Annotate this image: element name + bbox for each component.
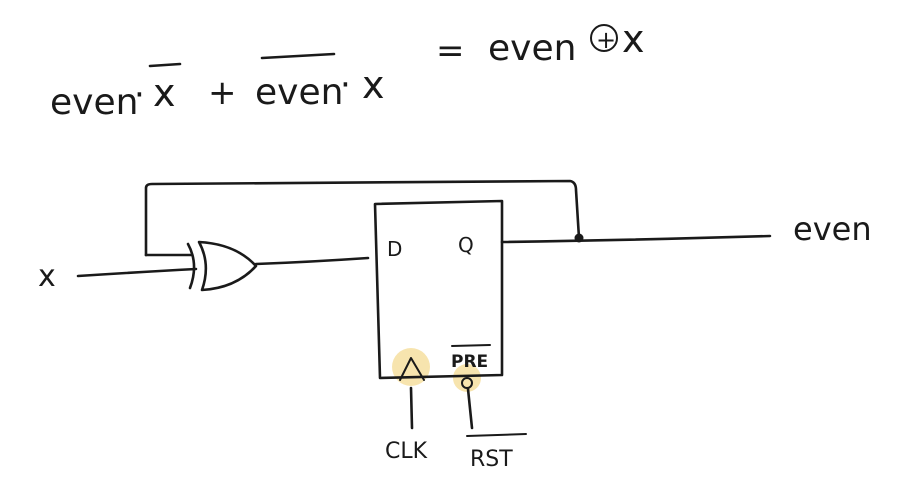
xor-gate — [186, 240, 258, 292]
pre-inversion-bubble — [461, 377, 473, 389]
xor-operator-plus: + — [596, 26, 616, 54]
d-flipflop: D Q PRE — [373, 199, 504, 389]
eq-term2-even-complement: even — [255, 72, 343, 113]
xor-body — [197, 240, 258, 292]
clock-triangle-icon — [399, 357, 425, 381]
eq-equals: = — [436, 31, 465, 71]
input-x-label: x — [38, 259, 56, 294]
eq-term1-overbar — [148, 62, 182, 68]
boolean-equation: even · x + even · x = even + x — [50, 17, 645, 123]
clk-label: CLK — [385, 439, 428, 464]
eq-term2-dot: · — [340, 65, 351, 105]
xor-to-d-wire — [254, 256, 370, 266]
eq-term1-x-complement: x — [153, 71, 176, 115]
feedback-wire — [144, 179, 581, 257]
flipflop-box — [373, 199, 504, 380]
rst-label: RST — [470, 447, 513, 472]
rst-wire — [466, 387, 474, 430]
eq-rhs-x: x — [622, 17, 645, 61]
rst-overbar — [466, 433, 527, 437]
output-even-label: even — [793, 210, 872, 248]
flipflop-pre-label: PRE — [451, 352, 488, 372]
flipflop-q-label: Q — [458, 233, 474, 257]
xor-input-arc — [186, 242, 196, 290]
eq-plus: + — [208, 73, 237, 113]
input-x-wire — [76, 267, 198, 278]
eq-rhs-even: even — [488, 28, 576, 69]
eq-term2-overbar — [260, 52, 336, 60]
eq-term2-x: x — [362, 63, 385, 107]
q-output-wire — [500, 234, 772, 244]
flipflop-d-label: D — [387, 237, 402, 261]
pre-overbar — [451, 344, 491, 347]
eq-term1-even: even — [50, 82, 138, 123]
eq-term1-dot: · — [134, 75, 145, 115]
clk-wire — [409, 386, 414, 430]
xor-operator-circle — [590, 24, 618, 52]
